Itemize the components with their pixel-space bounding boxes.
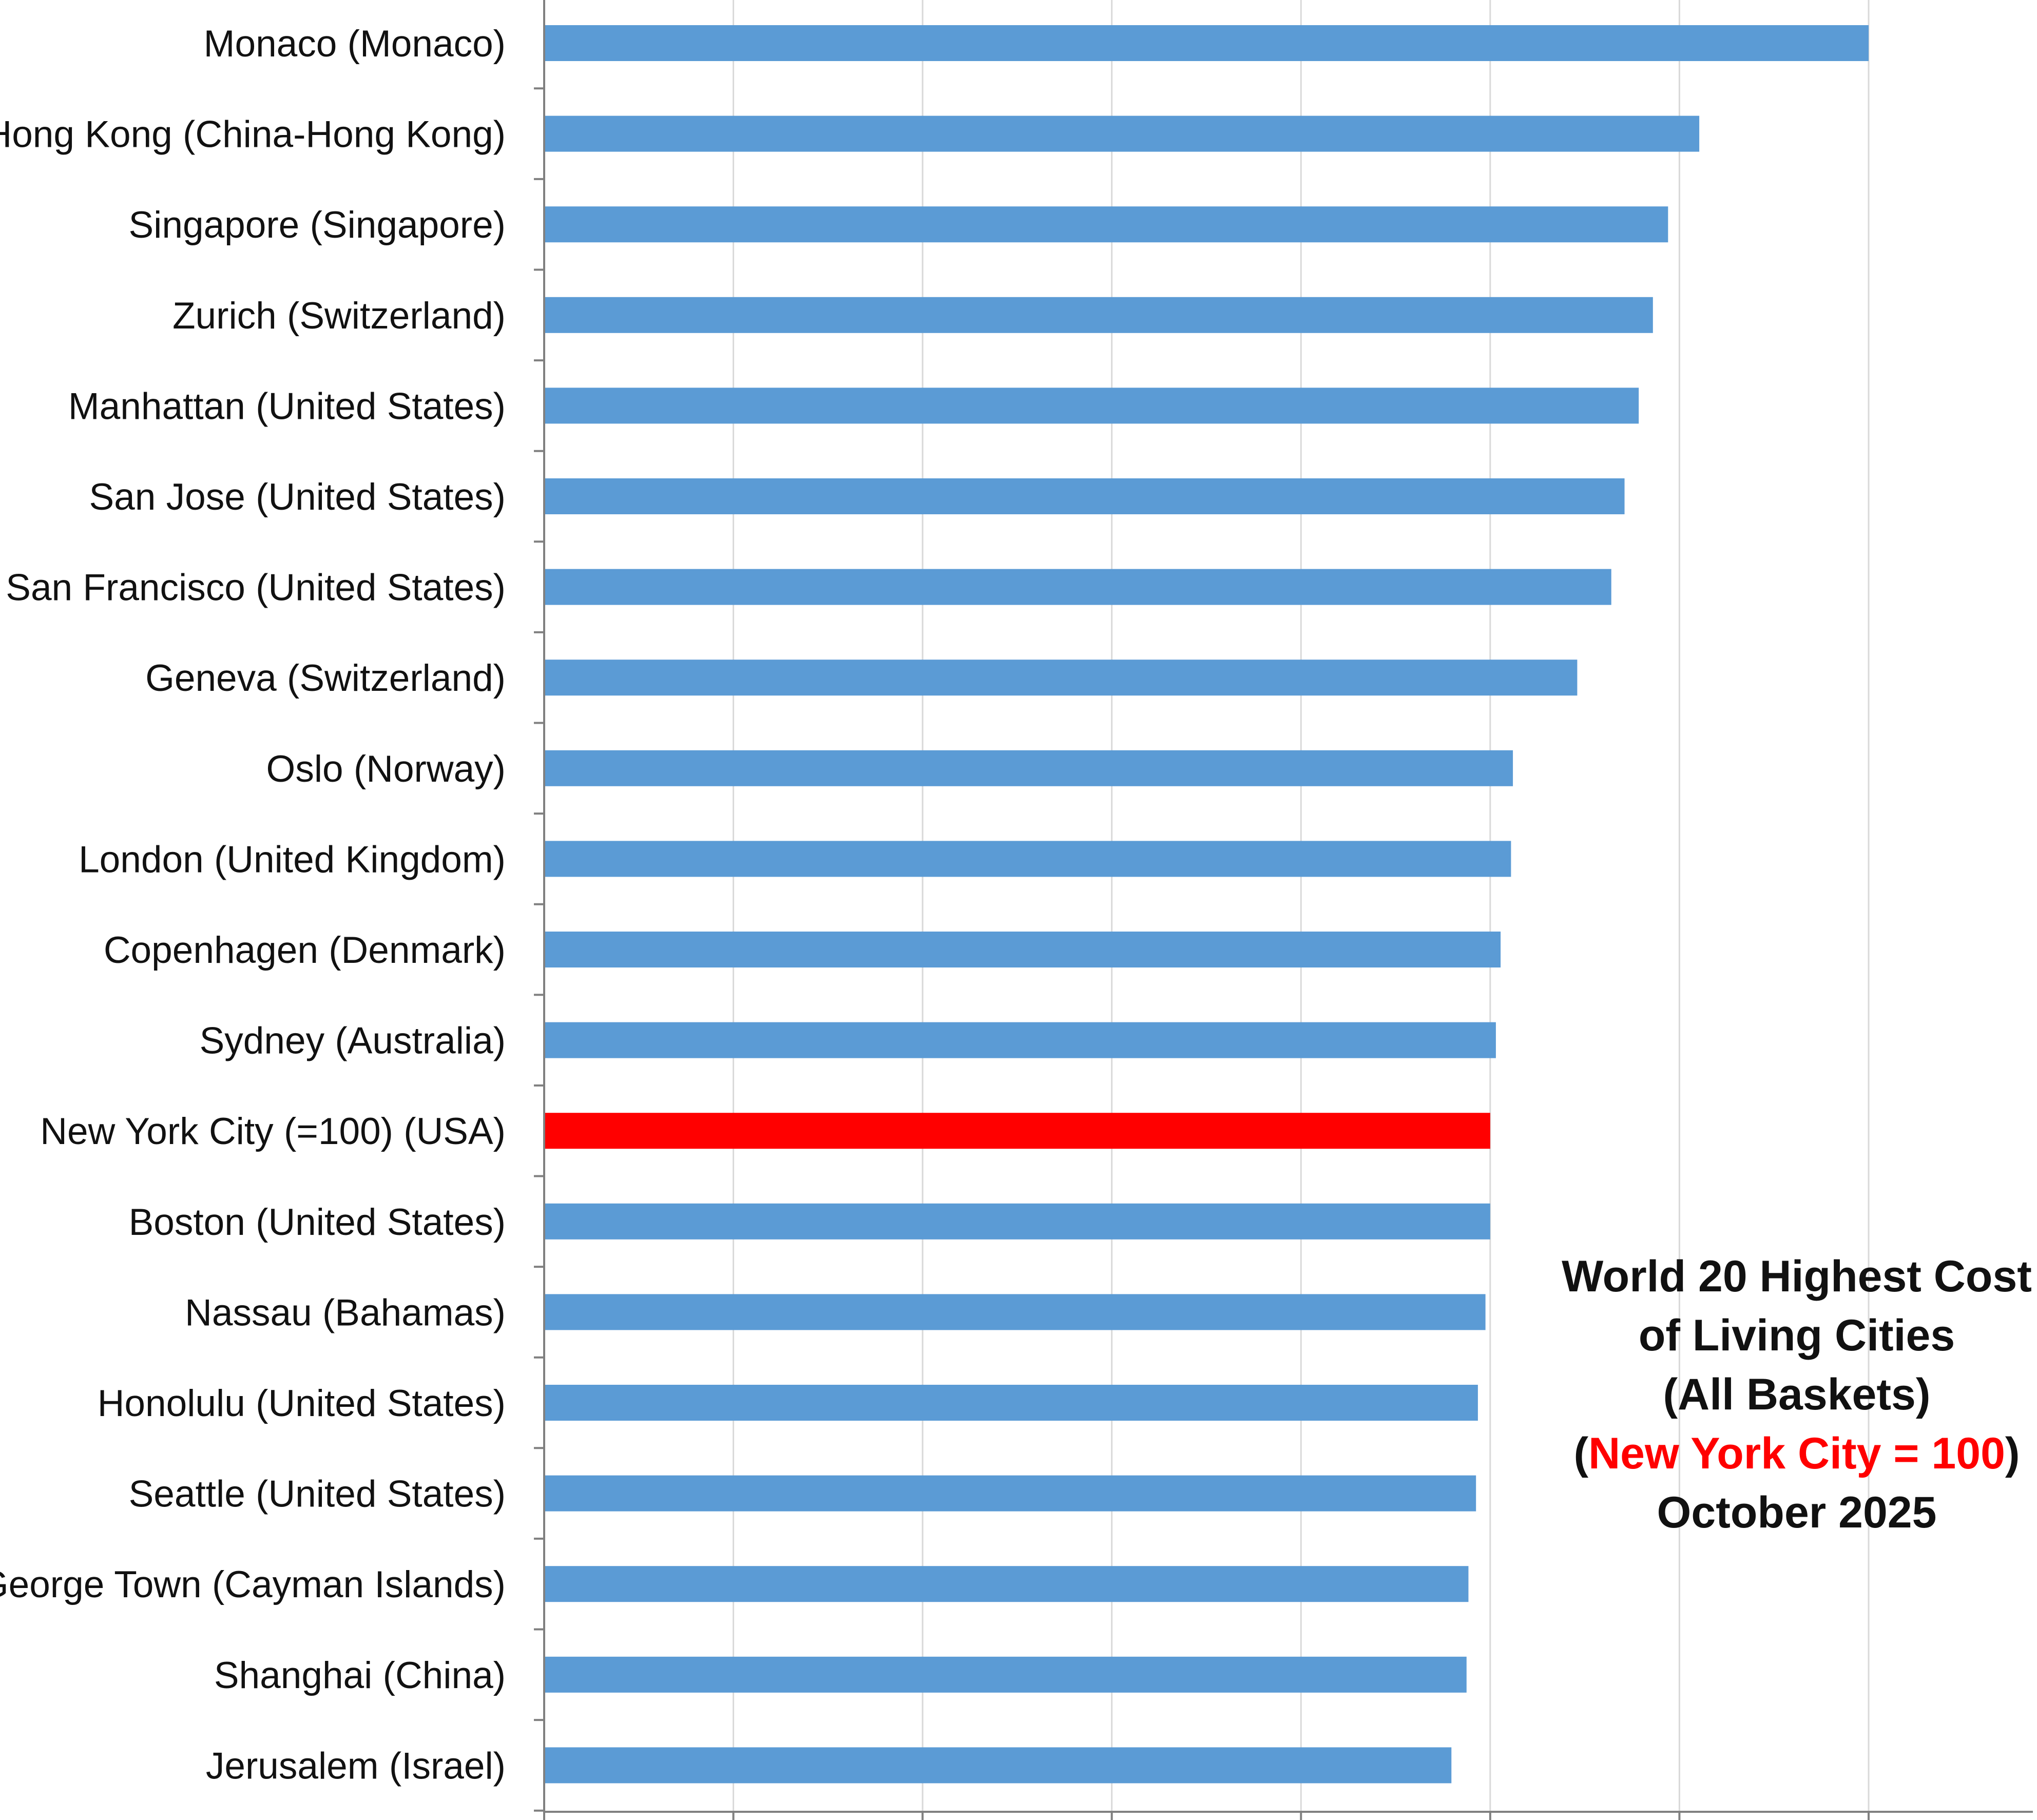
category-label: Boston (United States) [129,1202,506,1243]
bars [544,25,1869,1784]
axes [534,0,2033,1820]
annotation-paren-close: ) [2005,1429,2020,1478]
category-label: San Jose (United States) [89,476,506,518]
bar-11 [544,1022,1496,1058]
annotation-line-3: (All Baskets) [1663,1370,1931,1419]
category-label: Jerusalem (Israel) [206,1745,506,1787]
bar-0 [544,25,1869,61]
category-label: London (United Kingdom) [79,839,506,880]
bar-7 [544,660,1578,696]
category-label: Seattle (United States) [129,1474,506,1515]
category-label: Sydney (Australia) [200,1020,506,1062]
category-label: George Town (Cayman Islands) [0,1564,506,1605]
bar-1 [544,115,1700,152]
category-label: Manhattan (United States) [68,385,506,427]
category-label: Nassau (Bahamas) [185,1292,506,1333]
category-label: Zurich (Switzerland) [172,295,506,337]
annotation-line-4: (New York City = 100) [1489,1424,2037,1483]
category-label: Oslo (Norway) [266,748,506,790]
bar-2 [544,206,1668,243]
chart-annotation: World 20 Highest Cost of Living Cities (… [1489,1247,2037,1542]
bar-3 [544,297,1653,333]
category-label: New York City (=100) (USA) [40,1111,506,1152]
annotation-paren-open: ( [1573,1429,1589,1478]
category-label: Geneva (Switzerland) [145,657,506,699]
bar-14 [544,1294,1486,1330]
bar-6 [544,569,1611,605]
bar-16 [544,1475,1476,1512]
category-label: Honolulu (United States) [98,1383,506,1424]
bar-4 [544,388,1639,424]
category-labels: Monaco (Monaco) Hong Kong (China-Hong Kon… [0,23,506,1787]
bar-15 [544,1385,1478,1421]
bar-18 [544,1656,1467,1693]
category-label: San Francisco (United States) [6,567,506,609]
bar-19 [544,1747,1452,1784]
bar-10 [544,932,1501,967]
annotation-line-5: October 2025 [1657,1488,1937,1537]
category-label: Copenhagen (Denmark) [104,930,506,971]
bar-8 [544,750,1513,786]
annotation-line-2: of Living Cities [1638,1311,1955,1360]
bar-5 [544,478,1625,514]
category-label: Monaco (Monaco) [204,23,506,65]
bar-12 [544,1113,1490,1149]
bar-13 [544,1203,1490,1240]
category-label: Hong Kong (China-Hong Kong) [0,114,506,156]
category-label: Singapore (Singapore) [128,204,506,246]
annotation-highlight: New York City = 100 [1588,1429,2005,1478]
bar-17 [544,1566,1469,1602]
category-label: Shanghai (China) [214,1655,506,1696]
bar-9 [544,841,1511,877]
annotation-line-1: World 20 Highest Cost [1562,1252,2032,1301]
